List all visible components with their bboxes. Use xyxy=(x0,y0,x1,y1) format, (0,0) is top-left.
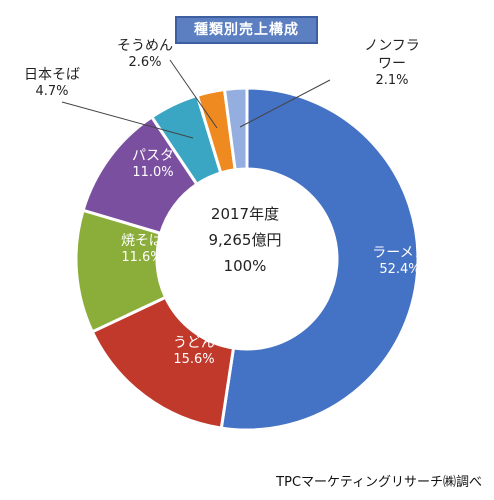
center-percent: 100% xyxy=(223,257,267,275)
slice-label-1: うどん 15.6% xyxy=(144,334,244,369)
slice-category-label: ノンフラ xyxy=(364,38,420,54)
leader-line-4 xyxy=(61,101,194,139)
slice-value-label: 4.7% xyxy=(35,84,69,100)
slice-label-3: パスタ 11.0% xyxy=(103,147,203,182)
slice-category-label: 日本そば xyxy=(24,67,80,83)
slice-category-label: そうめん xyxy=(117,38,173,54)
center-total: 9,265億円 xyxy=(208,231,282,249)
slice-value-label: 2.6% xyxy=(128,55,162,71)
slice-category-label: パスタ xyxy=(132,148,174,164)
slice-category-label: 焼そば xyxy=(121,233,163,249)
slice-category-label: ラーメン xyxy=(372,245,428,261)
slice-label-5: そうめん 2.6% xyxy=(95,37,195,72)
slice-category-label: ワー xyxy=(378,56,406,73)
slice-value-label: 11.0% xyxy=(132,165,174,181)
chart-title: 種類別売上構成 xyxy=(175,16,318,44)
slice-label-0: ラーメン 52.4% xyxy=(350,244,450,279)
leader-line-6 xyxy=(239,79,331,128)
source-note: TPCマーケティングリサーチ㈱調べ xyxy=(276,475,482,490)
slice-value-label: 2.1% xyxy=(375,73,409,89)
slice-value-label: 15.6% xyxy=(173,352,215,368)
center-summary: 2017年度 9,265億円 100% xyxy=(170,201,320,279)
slice-category-label: うどん xyxy=(173,335,215,351)
center-year: 2017年度 xyxy=(210,205,280,223)
slice-value-label: 52.4% xyxy=(379,262,421,278)
slice-value-label: 11.6% xyxy=(121,250,163,266)
slice-6 xyxy=(222,86,249,172)
slice-label-6: ノンフラワー 2.1% xyxy=(342,37,442,90)
slice-label-4: 日本そば 4.7% xyxy=(2,66,102,101)
slice-0 xyxy=(219,86,420,432)
slice-label-2: 焼そば 11.6% xyxy=(92,232,192,267)
leader-line-5 xyxy=(169,59,218,129)
